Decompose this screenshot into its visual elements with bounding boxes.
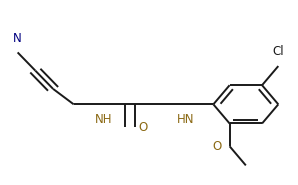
Text: NH: NH xyxy=(94,113,112,127)
Text: Cl: Cl xyxy=(272,45,284,58)
Text: HN: HN xyxy=(177,113,195,127)
Text: N: N xyxy=(13,32,22,45)
Text: O: O xyxy=(138,121,147,134)
Text: O: O xyxy=(212,140,221,153)
